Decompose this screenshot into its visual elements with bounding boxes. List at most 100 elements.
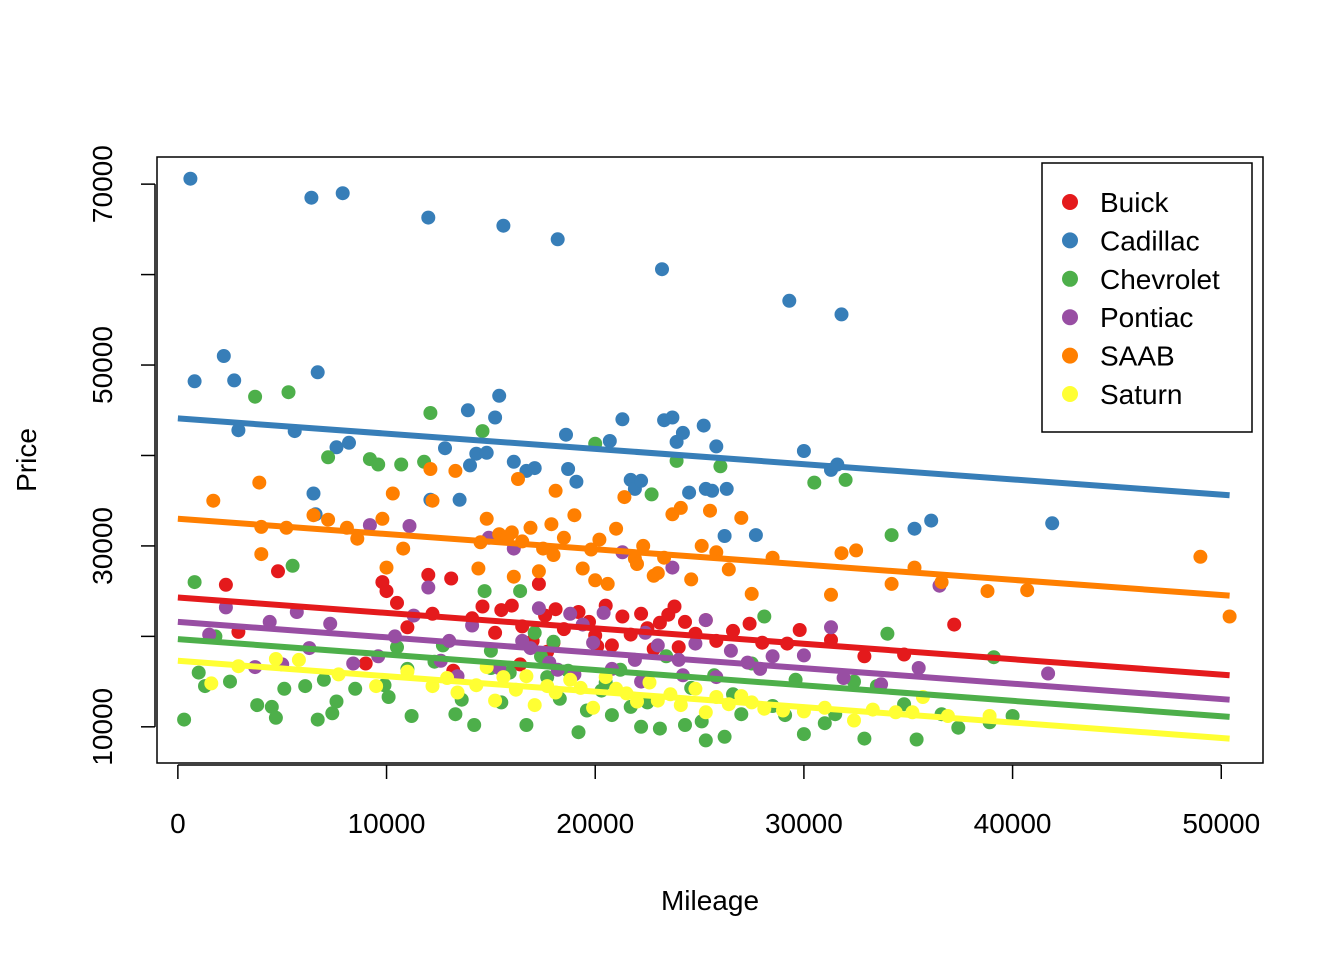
data-point — [346, 656, 361, 671]
data-point — [698, 705, 713, 720]
data-point — [306, 508, 321, 523]
data-point — [271, 564, 285, 579]
data-point — [675, 425, 690, 440]
data-point — [617, 490, 632, 505]
data-point — [980, 584, 995, 599]
data-point — [742, 616, 757, 631]
data-point — [375, 511, 390, 526]
data-point — [494, 603, 509, 618]
data-point — [673, 500, 688, 515]
data-point — [381, 690, 396, 704]
y-axis-title: Price — [11, 428, 42, 492]
data-point — [385, 486, 400, 501]
data-point — [527, 461, 542, 476]
data-point — [511, 472, 525, 486]
data-point — [796, 648, 811, 663]
data-point — [1045, 516, 1060, 531]
data-point — [396, 541, 411, 556]
data-point — [519, 718, 534, 732]
data-point — [947, 617, 962, 632]
legend-item-pontiac: Pontiac — [1062, 302, 1193, 333]
data-point — [285, 558, 300, 573]
data-point — [191, 665, 206, 680]
data-point — [421, 580, 436, 595]
data-point — [909, 732, 924, 747]
data-point — [254, 547, 269, 562]
data-point — [488, 410, 503, 425]
data-point — [709, 439, 724, 454]
data-point — [467, 718, 482, 732]
data-point — [748, 528, 763, 543]
plot-frame — [156, 156, 1264, 764]
data-point — [559, 427, 573, 442]
data-point — [571, 725, 586, 740]
data-point — [604, 638, 619, 653]
data-point — [268, 710, 283, 725]
data-point — [379, 584, 394, 599]
y-tick-label: 70000 — [87, 145, 118, 223]
data-point — [703, 503, 717, 518]
data-point — [523, 520, 538, 535]
legend-label: Chevrolet — [1100, 264, 1220, 295]
legend-marker — [1062, 347, 1078, 364]
fit-line-pontiac — [177, 618, 1230, 703]
data-point — [734, 707, 749, 722]
data-point — [884, 528, 899, 543]
data-point — [609, 521, 624, 536]
data-point — [550, 232, 565, 247]
data-point — [223, 674, 237, 689]
data-point — [723, 643, 738, 658]
data-point — [796, 727, 811, 742]
data-point — [834, 307, 849, 322]
data-point — [684, 572, 699, 587]
y-tick-label: 50000 — [87, 326, 118, 404]
data-point — [592, 532, 607, 547]
data-point — [744, 586, 759, 601]
data-point — [569, 474, 584, 489]
data-point — [250, 698, 265, 713]
data-point — [400, 620, 415, 635]
legend-label: Cadillac — [1100, 225, 1200, 256]
data-point — [824, 620, 838, 635]
data-point — [479, 511, 494, 526]
x-axis-title: Mileage — [661, 885, 759, 916]
data-point — [448, 463, 463, 478]
data-point — [252, 475, 267, 490]
data-point — [694, 538, 709, 553]
data-point — [734, 510, 749, 525]
data-point — [450, 685, 465, 700]
data-point — [342, 435, 356, 450]
data-point — [390, 640, 404, 655]
data-point — [546, 634, 561, 649]
data-point — [544, 517, 559, 532]
data-point — [665, 560, 680, 575]
data-point — [304, 190, 319, 205]
data-point — [847, 713, 861, 728]
data-point — [630, 557, 644, 571]
data-point — [655, 262, 669, 277]
data-point — [202, 627, 217, 642]
data-point — [586, 635, 601, 650]
data-point — [394, 457, 409, 472]
data-point — [471, 561, 486, 576]
data-point — [634, 473, 649, 488]
data-point — [348, 681, 363, 696]
data-point — [369, 679, 384, 694]
data-point — [834, 546, 849, 561]
legend: Buick Cadillac Chevrolet Pontiac SAAB Saturn — [1041, 162, 1253, 433]
data-point — [719, 481, 734, 496]
data-point — [321, 450, 336, 465]
fit-lines-layer — [177, 415, 1230, 742]
data-point — [358, 656, 373, 671]
data-point — [390, 595, 404, 610]
data-point — [262, 614, 277, 629]
data-point — [796, 444, 811, 458]
data-point — [187, 374, 202, 389]
data-point — [248, 389, 263, 404]
data-point — [857, 649, 872, 664]
legend-label: SAAB — [1100, 341, 1175, 372]
data-point — [423, 406, 438, 420]
data-point — [849, 543, 864, 558]
